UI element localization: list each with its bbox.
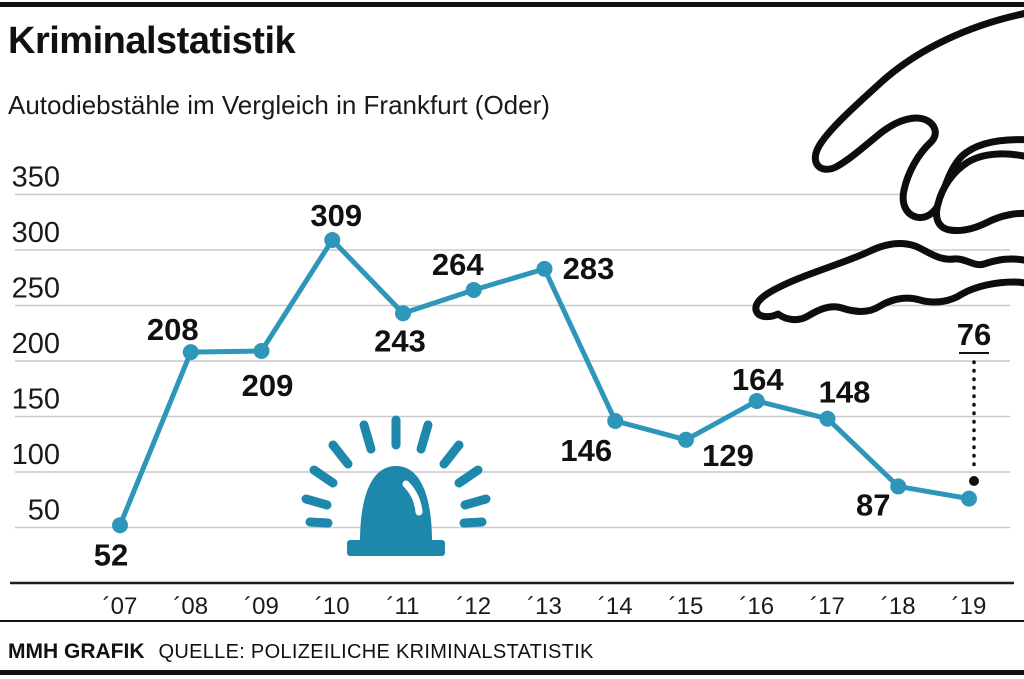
value-label: 146 bbox=[560, 433, 612, 468]
value-label: 87 bbox=[856, 487, 890, 522]
data-point bbox=[536, 260, 553, 277]
x-tick-label: ´10 bbox=[315, 593, 350, 620]
y-tick-label: 150 bbox=[12, 384, 60, 416]
footer-source: QUELLE: POLIZEILICHE KRIMINALSTATISTIK bbox=[158, 641, 594, 663]
siren-dome bbox=[360, 466, 432, 542]
value-label: 243 bbox=[374, 323, 426, 358]
data-point bbox=[395, 305, 411, 322]
footer-brand: MMH GRAFIK bbox=[8, 640, 145, 663]
x-tick-label: ´16 bbox=[739, 593, 774, 620]
value-label: 164 bbox=[732, 362, 784, 397]
x-tick-label: ´17 bbox=[810, 593, 845, 620]
x-tick-label: ´15 bbox=[669, 593, 704, 620]
y-tick-label: 250 bbox=[12, 273, 60, 305]
top-rule bbox=[0, 2, 1024, 7]
x-tick-label: ´09 bbox=[244, 593, 279, 620]
police-siren-icon bbox=[301, 415, 491, 556]
x-tick-label: ´19 bbox=[952, 593, 987, 620]
gridlines: 50 100 150 200 250 300 350 bbox=[12, 162, 1010, 529]
x-tick-label: ´14 bbox=[598, 593, 633, 620]
x-tick-label: ´11 bbox=[387, 593, 420, 620]
x-tick-label: ´12 bbox=[456, 593, 491, 620]
hand-fist-car-shape bbox=[752, 240, 1024, 324]
siren-dome-highlight bbox=[402, 480, 423, 516]
x-tick-label: ´07 bbox=[103, 593, 138, 620]
y-tick-label: 350 bbox=[12, 162, 60, 194]
page-subtitle: Autodiebstähle im Vergleich in Frankfurt… bbox=[8, 90, 550, 120]
value-label: 264 bbox=[432, 247, 484, 282]
data-point bbox=[961, 490, 977, 507]
data-point bbox=[678, 431, 694, 448]
data-series bbox=[112, 232, 977, 534]
value-label: 129 bbox=[702, 438, 754, 473]
data-point bbox=[819, 410, 836, 427]
y-tick-label: 200 bbox=[12, 328, 60, 360]
callout-value-label: 76 bbox=[957, 317, 991, 352]
data-point bbox=[465, 281, 482, 298]
page-title: Kriminalstatistik bbox=[8, 20, 296, 62]
data-point bbox=[607, 412, 624, 429]
hand-thumb bbox=[933, 150, 1024, 234]
data-point bbox=[324, 232, 341, 249]
value-label: 209 bbox=[242, 368, 294, 403]
y-tick-label: 100 bbox=[12, 439, 60, 471]
data-point bbox=[748, 392, 765, 409]
y-tick-label: 50 bbox=[28, 495, 60, 527]
value-label: 52 bbox=[94, 537, 128, 572]
data-point bbox=[253, 343, 270, 360]
y-tick-label: 300 bbox=[12, 217, 60, 249]
footer-separator-rule bbox=[0, 620, 1024, 622]
data-point bbox=[112, 517, 128, 534]
bottom-rule bbox=[0, 670, 1024, 675]
grabbing-hand-illustration bbox=[752, 10, 1024, 324]
x-tick-label: ´08 bbox=[173, 593, 208, 620]
value-label: 148 bbox=[819, 375, 871, 410]
siren-base bbox=[347, 540, 445, 556]
value-labels: 52 208 209 309 243 264 283 146 129 164 148 87 76 bbox=[94, 198, 991, 572]
x-tick-label: ´18 bbox=[881, 593, 916, 620]
value-label: 283 bbox=[563, 251, 615, 286]
x-tick-label: ´13 bbox=[527, 593, 562, 620]
data-point bbox=[182, 344, 199, 361]
callout-dot bbox=[969, 476, 979, 486]
data-point bbox=[890, 478, 907, 495]
value-label: 309 bbox=[310, 198, 362, 233]
value-label: 208 bbox=[147, 312, 199, 347]
x-axis: ´07 ´08 ´09 ´10 ´11 ´12 ´13 ´14 ´15 ´16 ´17 ´18 ´19 bbox=[10, 581, 1014, 620]
footer: MMH GRAFIK QUELLE: POLIZEILICHE KRIMINALS… bbox=[8, 640, 594, 664]
